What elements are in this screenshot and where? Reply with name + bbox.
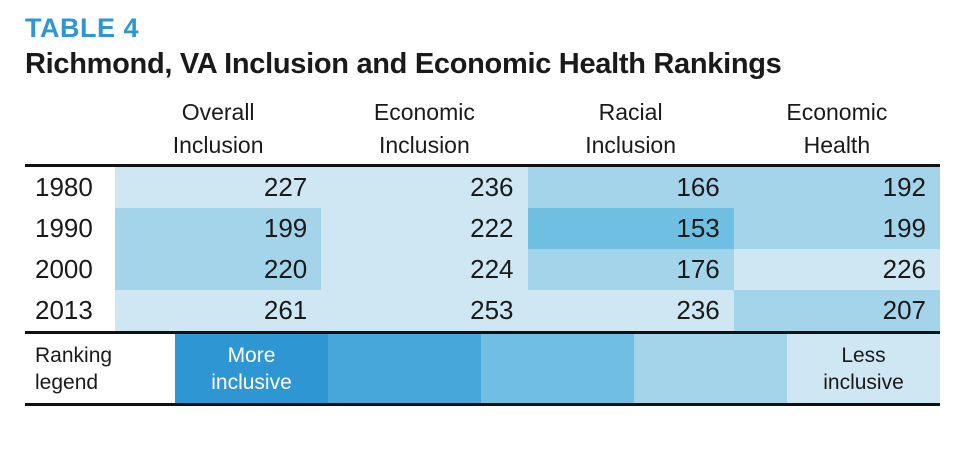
page-title: Richmond, VA Inclusion and Economic Heal…: [25, 48, 782, 80]
header-line: Inclusion: [378, 132, 470, 158]
cell-1990-economic-health: 199: [733, 208, 940, 249]
cell-2000-economic-health: 226: [733, 249, 940, 290]
header-line: Economic: [786, 99, 888, 125]
legend-band-3: [481, 334, 634, 403]
table-row-1990: 1990 199 222 153 199: [25, 208, 940, 249]
cell-1990-overall-inclusion: 199: [115, 208, 322, 249]
column-header-economic-inclusion: Economic Inclusion: [321, 95, 527, 164]
cell-2013-overall-inclusion: 261: [115, 290, 322, 331]
table-row-2013: 2013 261 253 236 207: [25, 290, 940, 331]
cell-1980-overall-inclusion: 227: [115, 167, 322, 208]
ranking-legend-row: Ranking legend More inclusive Less inclu…: [25, 331, 940, 406]
legend-band-less-inclusive: Less inclusive: [787, 334, 940, 403]
legend-band-more-inclusive: More inclusive: [175, 334, 328, 403]
header-line: Racial: [598, 99, 663, 125]
rankings-table: Overall Inclusion Economic Inclusion Rac…: [25, 95, 940, 406]
header-line: Inclusion: [585, 132, 677, 158]
cell-1990-economic-inclusion: 222: [321, 208, 528, 249]
cell-2013-racial-inclusion: 236: [527, 290, 734, 331]
cell-1990-racial-inclusion: 153: [527, 208, 734, 249]
header-line: Health: [803, 132, 871, 158]
table-row-1980: 1980 227 236 166 192: [25, 167, 940, 208]
column-header-overall-inclusion: Overall Inclusion: [115, 95, 321, 164]
table-row-2000: 2000 220 224 176 226: [25, 249, 940, 290]
legend-label: Ranking legend: [25, 334, 175, 403]
cell-1980-racial-inclusion: 166: [527, 167, 734, 208]
header-line: Economic: [373, 99, 475, 125]
cell-2000-racial-inclusion: 176: [527, 249, 734, 290]
table-header-row: Overall Inclusion Economic Inclusion Rac…: [25, 95, 940, 167]
cell-2013-economic-health: 207: [733, 290, 940, 331]
column-header-year-spacer: [25, 95, 115, 164]
legend-band-4: [634, 334, 787, 403]
legend-more-label-line: inclusive: [211, 370, 292, 394]
cell-1980-economic-inclusion: 236: [321, 167, 528, 208]
table-label: TABLE 4: [25, 13, 140, 43]
legend-label-line: Ranking: [35, 343, 113, 367]
legend-more-label-line: More: [227, 343, 276, 367]
header-line: Overall: [181, 99, 255, 125]
column-header-economic-health: Economic Health: [734, 95, 940, 164]
cell-2000-economic-inclusion: 224: [321, 249, 528, 290]
row-label-1980: 1980: [25, 167, 115, 208]
legend-label-line: legend: [35, 370, 99, 394]
row-label-2000: 2000: [25, 249, 115, 290]
legend-band-2: [328, 334, 481, 403]
cell-1980-economic-health: 192: [733, 167, 940, 208]
row-label-2013: 2013: [25, 290, 115, 331]
cell-2000-overall-inclusion: 220: [115, 249, 322, 290]
row-label-1990: 1990: [25, 208, 115, 249]
header-line: Inclusion: [172, 132, 264, 158]
legend-less-label-line: Less: [841, 343, 886, 367]
legend-less-label-line: inclusive: [823, 370, 904, 394]
cell-2013-economic-inclusion: 253: [321, 290, 528, 331]
column-header-racial-inclusion: Racial Inclusion: [528, 95, 734, 164]
